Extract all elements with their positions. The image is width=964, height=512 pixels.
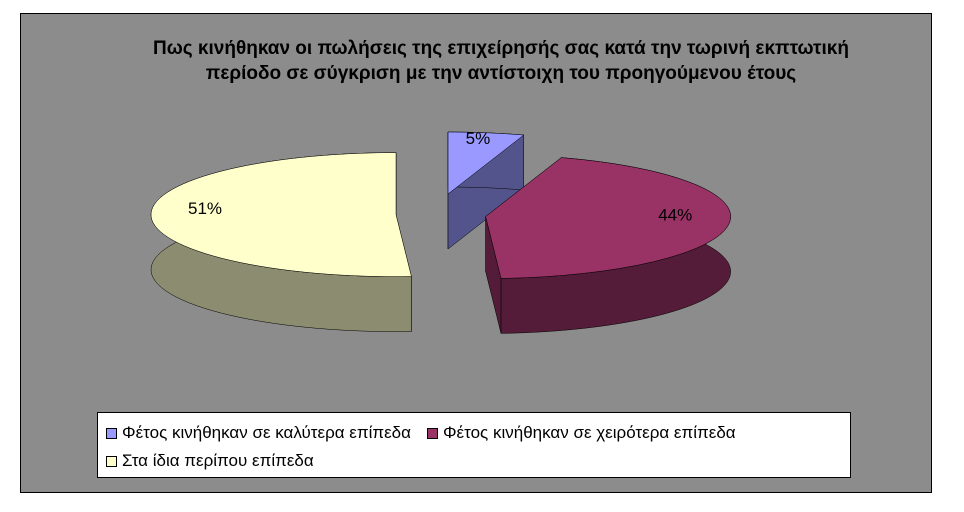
legend-label: Φέτος κινήθηκαν σε καλύτερα επίπεδα [122,423,411,442]
slice [150,152,412,277]
legend-label: Στα ίδια περίπου επίπεδα [122,451,314,470]
legend-entry: Στα ίδια περίπου επίπεδα [106,447,314,475]
legend-swatch [426,427,438,439]
legend-swatch [106,427,117,439]
legend-label: Φέτος κινήθηκαν σε χειρότερα επίπεδα [442,423,736,442]
chart-area: Πως κινήθηκαν οι πωλήσεις της επιχείρησή… [20,13,932,493]
legend: Φέτος κινήθηκαν σε καλύτερα επίπεδα Φέτος… [97,412,851,478]
slice [447,131,525,195]
data-label: 5% [466,129,491,148]
legend-entry: Φέτος κινήθηκαν σε χειρότερα επίπεδα [426,419,736,447]
data-label: 51% [188,199,222,218]
pie: 5% 44% 51% [150,129,731,334]
chart-title: Πως κινήθηκαν οι πωλήσεις της επιχείρησή… [152,38,850,84]
slice [485,157,731,279]
legend-entry: Φέτος κινήθηκαν σε καλύτερα επίπεδα [106,419,411,447]
data-label: 44% [658,206,692,225]
legend-swatch [106,455,117,467]
